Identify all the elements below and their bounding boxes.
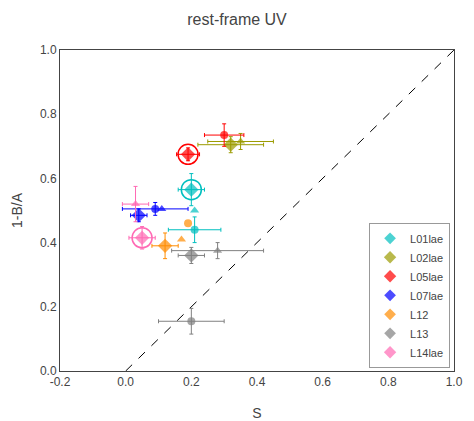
svg-text:0.6: 0.6 bbox=[40, 172, 57, 186]
svg-text:0.8: 0.8 bbox=[40, 107, 57, 121]
svg-text:L07lae: L07lae bbox=[410, 290, 443, 302]
svg-text:L12: L12 bbox=[410, 309, 428, 321]
svg-text:L02lae: L02lae bbox=[410, 252, 443, 264]
svg-text:0.0: 0.0 bbox=[117, 375, 134, 389]
svg-text:0.2: 0.2 bbox=[183, 375, 200, 389]
svg-text:L13: L13 bbox=[410, 328, 428, 340]
svg-text:1.0: 1.0 bbox=[40, 43, 57, 57]
svg-text:L14lae: L14lae bbox=[410, 347, 443, 359]
svg-text:L01lae: L01lae bbox=[410, 233, 443, 245]
svg-text:0.2: 0.2 bbox=[40, 300, 57, 314]
svg-text:1-B/A: 1-B/A bbox=[9, 192, 25, 228]
svg-text:0.0: 0.0 bbox=[40, 364, 57, 378]
svg-text:1.0: 1.0 bbox=[446, 375, 463, 389]
svg-text:-0.2: -0.2 bbox=[50, 375, 71, 389]
svg-text:0.6: 0.6 bbox=[314, 375, 331, 389]
svg-text:0.4: 0.4 bbox=[249, 375, 266, 389]
svg-text:rest-frame UV: rest-frame UV bbox=[187, 11, 287, 28]
svg-text:0.4: 0.4 bbox=[40, 236, 57, 250]
svg-text:S: S bbox=[252, 405, 261, 421]
svg-text:0.8: 0.8 bbox=[380, 375, 397, 389]
svg-text:L05lae: L05lae bbox=[410, 271, 443, 283]
